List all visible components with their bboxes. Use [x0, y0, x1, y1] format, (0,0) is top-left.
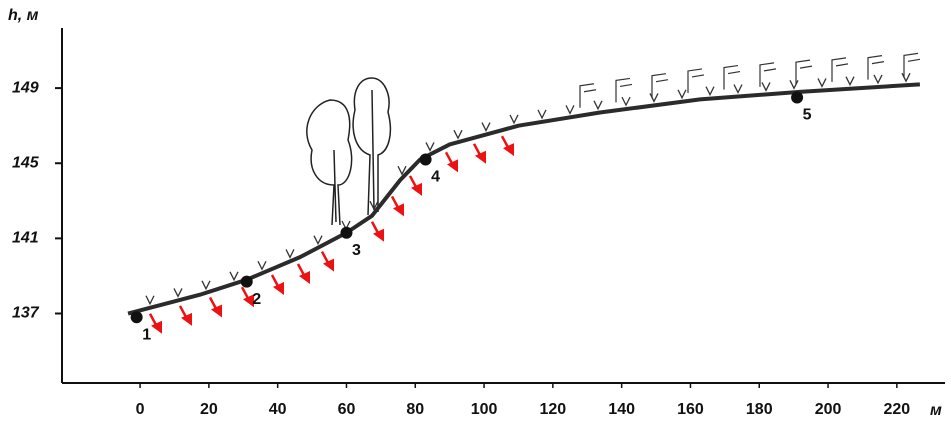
- x-axis-unit: м: [930, 402, 942, 419]
- shrub: [795, 59, 813, 85]
- station-label: 3: [352, 242, 361, 259]
- station-point: [791, 91, 804, 104]
- flow-arrow-head: [447, 159, 458, 173]
- shrub: [687, 68, 705, 93]
- grass: [173, 288, 183, 298]
- flow-arrow-head: [211, 304, 222, 318]
- x-tick-label: 80: [406, 401, 424, 418]
- shrub: [615, 77, 633, 103]
- x-tick-label: 140: [608, 401, 635, 418]
- grass: [481, 122, 491, 132]
- x-tick-label: 180: [746, 401, 773, 418]
- x-tick-label: 40: [269, 401, 287, 418]
- grass: [145, 295, 155, 306]
- y-tick-label: 145: [12, 154, 40, 171]
- grass: [257, 260, 267, 271]
- flow-arrow-head: [151, 320, 162, 334]
- shrub: [759, 62, 777, 87]
- flow-arrow-head: [475, 150, 486, 164]
- profile-line: [127, 82, 921, 316]
- shrub: [723, 64, 741, 90]
- station-label: 5: [803, 107, 812, 124]
- flow-arrow-head: [181, 312, 192, 326]
- grass: [425, 142, 435, 152]
- y-axis-label: h, м: [8, 7, 39, 24]
- shrub: [579, 83, 597, 108]
- grass: [845, 76, 855, 87]
- shrub: [903, 52, 921, 78]
- x-tick-label: 0: [136, 401, 145, 418]
- x-tick-label: 20: [200, 401, 218, 418]
- station-label: 4: [431, 169, 440, 186]
- x-tick-label: 200: [815, 401, 842, 418]
- grass: [705, 86, 715, 97]
- station-point: [340, 226, 353, 239]
- trees: [306, 77, 392, 226]
- x-tick-label: 60: [338, 401, 356, 418]
- shrub: [651, 73, 669, 98]
- grass: [565, 105, 575, 115]
- grass: [621, 96, 631, 107]
- flow-arrow-head: [299, 271, 310, 285]
- grass: [453, 129, 463, 140]
- grass: [901, 72, 911, 83]
- flow-arrow-head: [393, 203, 404, 217]
- x-tick-label: 220: [883, 401, 910, 418]
- x-tick-label: 160: [677, 401, 704, 418]
- flow-arrow-head: [273, 282, 284, 296]
- grass: [789, 80, 799, 90]
- x-tick-label: 100: [471, 401, 498, 418]
- y-tick-label: 141: [12, 230, 39, 247]
- x-tick-label: 120: [540, 401, 567, 418]
- grass: [509, 114, 519, 125]
- y-tick-label: 149: [12, 79, 39, 96]
- grass: [537, 109, 547, 120]
- station-point: [130, 311, 143, 324]
- y-tick-label: 137: [12, 305, 40, 322]
- grass: [649, 93, 659, 103]
- flow-arrow-head: [243, 294, 254, 308]
- grass: [873, 74, 883, 85]
- shrub: [831, 57, 849, 82]
- flow-arrow-head: [373, 228, 384, 242]
- grass: [761, 82, 771, 92]
- shrub: [867, 55, 885, 80]
- grass: [229, 271, 239, 282]
- grass: [369, 200, 379, 211]
- station-point: [240, 275, 253, 288]
- grass: [201, 280, 211, 291]
- flow-arrow-head: [411, 182, 422, 196]
- grass: [397, 165, 407, 176]
- grass: [677, 89, 687, 100]
- flow-arrow-head: [503, 143, 514, 157]
- grass: [285, 249, 295, 259]
- decoration: [145, 52, 921, 334]
- station-label: 2: [252, 291, 261, 308]
- grass: [733, 84, 743, 94]
- flow-arrow-head: [323, 258, 334, 272]
- station-label: 1: [142, 326, 151, 343]
- grass: [593, 100, 603, 111]
- station-point: [419, 153, 432, 166]
- grass: [313, 235, 323, 246]
- grass: [817, 78, 827, 88]
